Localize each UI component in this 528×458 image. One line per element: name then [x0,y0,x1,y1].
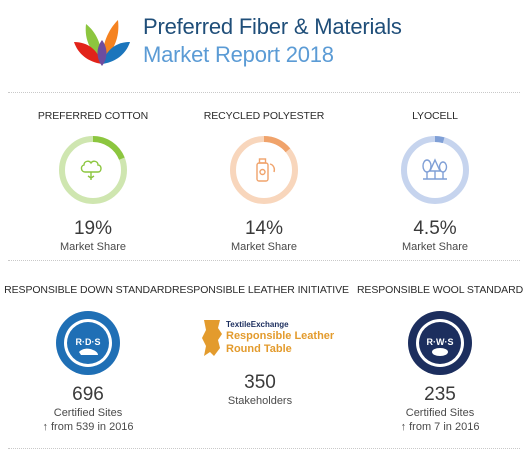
standard-card-wool: RESPONSIBLE WOOL STANDARD R·W·S 235 Cert… [352,284,528,434]
report-subtitle: Market Report 2018 [143,42,334,67]
standard-note: ↑ from 7 in 2016 [400,421,480,433]
standard-value: 235 [424,384,456,405]
standard-value: 696 [72,384,104,405]
rws-badge-icon: R·W·S [408,311,472,375]
report-title: Preferred Fiber & Materials [143,14,402,39]
rws-badge-text: R·W·S [427,337,454,347]
trees-icon [422,158,448,180]
cotton-share-ring [59,136,127,204]
standard-label: Certified Sites [405,407,475,419]
cotton-plant-icon [80,160,102,180]
round-table-label: Round Table [226,343,292,355]
recycled-bottle-icon [256,158,276,182]
fiber-name: PREFERRED COTTON [37,110,149,122]
standard-card-down: RESPONSIBLE DOWN STANDARD R·D·S 696 Cert… [0,284,176,434]
fiber-label: Market Share [401,241,469,253]
divider-top [8,92,520,93]
fiber-card-lyocell: LYOCELL 4.5% Market Share [347,110,523,254]
fiber-label: Market Share [59,241,127,253]
fiber-label: Market Share [230,241,298,253]
report-header: Preferred Fiber & Materials Market Repor… [0,0,528,86]
fiber-value: 14% [244,218,284,239]
standard-name: RESPONSIBLE LEATHER INITIATIVE [172,284,349,296]
standard-name: RESPONSIBLE WOOL STANDARD [356,284,524,296]
standard-name: RESPONSIBLE DOWN STANDARD [4,284,172,296]
standard-label: Certified Sites [53,407,123,419]
responsible-leather-label: Responsible Leather [226,330,335,342]
fiber-name: RECYCLED POLYESTER [203,110,325,122]
leather-roundtable-logo: TextileExchange Responsible Leather Roun… [200,318,334,360]
fiber-card-cotton: PREFERRED COTTON 19% Market Share [5,110,181,254]
polyester-share-ring [230,136,298,204]
standard-value: 350 [244,372,276,393]
standard-note: ↑ from 539 in 2016 [42,421,134,433]
fiber-name: LYOCELL [412,110,458,122]
lyocell-share-ring [401,136,469,204]
leather-hide-icon [202,320,222,356]
standard-card-leather: RESPONSIBLE LEATHER INITIATIVE TextileEx… [172,284,349,408]
rds-badge-icon: R·D·S [56,311,120,375]
divider-middle [8,260,520,261]
fiber-value: 4.5% [413,218,457,239]
divider-bottom [8,448,520,449]
fiber-card-polyester: RECYCLED POLYESTER 14% Market Share [176,110,352,254]
standard-label: Stakeholders [227,395,293,407]
leaf-petals-logo [74,20,130,66]
textile-exchange-label: TextileExchange [226,320,289,329]
rds-badge-text: R·D·S [76,337,101,347]
fiber-value: 19% [73,218,113,239]
